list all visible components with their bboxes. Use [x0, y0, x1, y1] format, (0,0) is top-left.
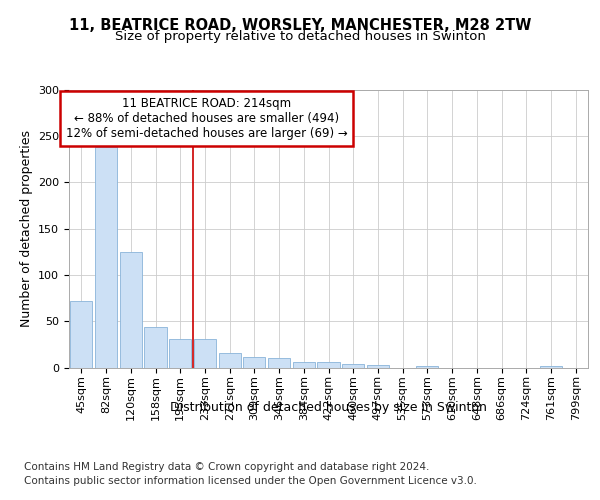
Text: Contains public sector information licensed under the Open Government Licence v3: Contains public sector information licen…	[24, 476, 477, 486]
Bar	[194, 339, 216, 368]
Text: Distribution of detached houses by size in Swinton: Distribution of detached houses by size …	[170, 401, 487, 414]
Bar	[540, 366, 562, 368]
Text: Size of property relative to detached houses in Swinton: Size of property relative to detached ho…	[115, 30, 485, 43]
Bar	[243, 358, 265, 368]
Text: 11 BEATRICE ROAD: 214sqm
← 88% of detached houses are smaller (494)
12% of semi-: 11 BEATRICE ROAD: 214sqm ← 88% of detach…	[65, 97, 347, 140]
Bar	[367, 364, 389, 368]
Bar	[342, 364, 364, 368]
Bar	[218, 352, 241, 368]
Bar	[416, 366, 439, 368]
Bar	[293, 362, 315, 368]
Bar	[95, 148, 117, 368]
Bar	[145, 327, 167, 368]
Bar	[317, 362, 340, 368]
Bar	[70, 301, 92, 368]
Bar	[119, 252, 142, 368]
Bar	[268, 358, 290, 368]
Y-axis label: Number of detached properties: Number of detached properties	[20, 130, 32, 327]
Text: 11, BEATRICE ROAD, WORSLEY, MANCHESTER, M28 2TW: 11, BEATRICE ROAD, WORSLEY, MANCHESTER, …	[69, 18, 531, 32]
Bar	[169, 339, 191, 368]
Text: Contains HM Land Registry data © Crown copyright and database right 2024.: Contains HM Land Registry data © Crown c…	[24, 462, 430, 472]
